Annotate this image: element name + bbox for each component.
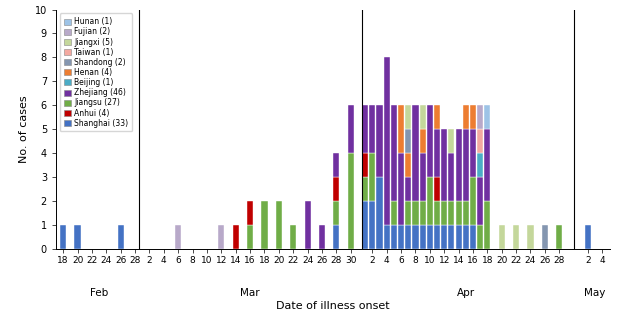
Bar	[448, 129, 455, 153]
Bar	[463, 129, 469, 201]
Bar	[376, 177, 383, 249]
Bar	[405, 153, 411, 177]
Bar	[499, 225, 505, 249]
Bar	[362, 177, 368, 201]
Bar	[362, 201, 368, 249]
Bar	[455, 225, 462, 249]
Text: Apr: Apr	[457, 288, 475, 298]
Bar	[420, 225, 425, 249]
Bar	[305, 201, 310, 249]
Bar	[348, 105, 354, 153]
Bar	[369, 105, 375, 153]
Bar	[333, 201, 340, 225]
Bar	[60, 225, 66, 249]
Bar	[420, 153, 425, 201]
Text: May: May	[585, 288, 606, 298]
Bar	[455, 129, 462, 201]
Bar	[434, 177, 440, 201]
Bar	[513, 225, 519, 249]
Bar	[420, 105, 425, 129]
Bar	[398, 153, 404, 225]
Bar	[405, 177, 411, 201]
Bar	[333, 177, 340, 201]
Bar	[434, 201, 440, 225]
Bar	[376, 105, 383, 177]
Bar	[420, 129, 425, 153]
Bar	[463, 225, 469, 249]
Bar	[348, 153, 354, 249]
Bar	[175, 225, 181, 249]
Text: Feb: Feb	[90, 288, 108, 298]
Bar	[362, 105, 368, 153]
Bar	[485, 201, 490, 249]
Bar	[405, 105, 411, 129]
Bar	[247, 201, 253, 225]
Bar	[477, 153, 483, 177]
Bar	[118, 225, 124, 249]
Bar	[369, 201, 375, 249]
Bar	[247, 225, 253, 249]
Bar	[369, 153, 375, 201]
Bar	[319, 225, 325, 249]
Bar	[556, 225, 562, 249]
Bar	[477, 177, 483, 225]
Bar	[427, 177, 433, 225]
Bar	[405, 129, 411, 153]
Bar	[391, 225, 397, 249]
Bar	[527, 225, 534, 249]
Y-axis label: No. of cases: No. of cases	[19, 95, 29, 163]
Bar	[405, 201, 411, 225]
Bar	[384, 225, 390, 249]
Bar	[463, 105, 469, 129]
Bar	[477, 225, 483, 249]
Bar	[427, 225, 433, 249]
Bar	[455, 201, 462, 225]
X-axis label: Date of illness onset: Date of illness onset	[276, 301, 389, 311]
Bar	[542, 225, 548, 249]
Bar	[470, 129, 476, 177]
Bar	[485, 129, 490, 201]
Bar	[441, 225, 447, 249]
Text: Mar: Mar	[240, 288, 260, 298]
Bar	[362, 153, 368, 177]
Bar	[333, 225, 340, 249]
Bar	[412, 105, 419, 201]
Bar	[470, 177, 476, 225]
Bar	[412, 225, 419, 249]
Bar	[470, 105, 476, 129]
Bar	[585, 225, 591, 249]
Bar	[384, 57, 390, 225]
Bar	[333, 153, 340, 177]
Bar	[441, 129, 447, 201]
Legend: Hunan (1), Fujian (2), Jiangxi (5), Taiwan (1), Shandong (2), Henan (4), Beijing: Hunan (1), Fujian (2), Jiangxi (5), Taiw…	[60, 13, 132, 131]
Bar	[434, 225, 440, 249]
Bar	[398, 105, 404, 153]
Bar	[405, 225, 411, 249]
Bar	[261, 201, 267, 249]
Bar	[448, 225, 455, 249]
Bar	[233, 225, 239, 249]
Bar	[441, 201, 447, 225]
Bar	[75, 225, 81, 249]
Bar	[276, 201, 282, 249]
Bar	[477, 105, 483, 129]
Bar	[290, 225, 296, 249]
Bar	[398, 225, 404, 249]
Bar	[477, 129, 483, 153]
Bar	[218, 225, 225, 249]
Bar	[463, 201, 469, 225]
Bar	[448, 201, 455, 225]
Bar	[427, 105, 433, 177]
Bar	[470, 225, 476, 249]
Bar	[448, 153, 455, 201]
Bar	[391, 105, 397, 201]
Bar	[485, 105, 490, 129]
Bar	[434, 129, 440, 177]
Bar	[434, 105, 440, 129]
Bar	[412, 201, 419, 225]
Bar	[391, 201, 397, 225]
Bar	[420, 201, 425, 225]
